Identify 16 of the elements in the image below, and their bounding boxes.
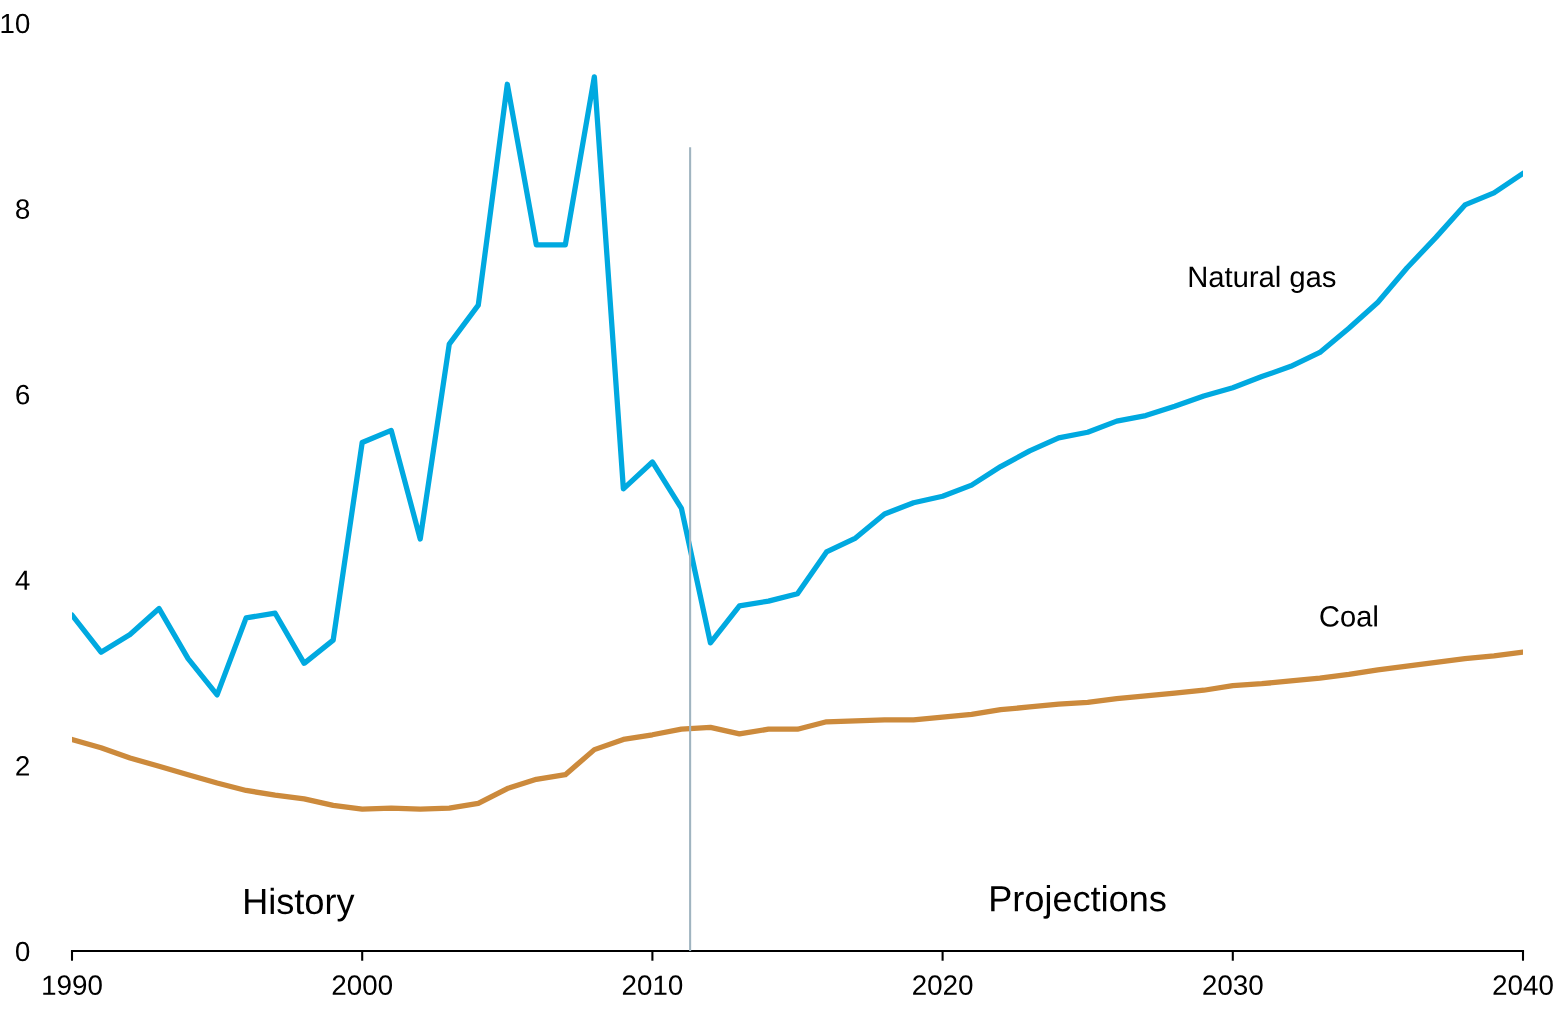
y-tick-label: 6 (16, 384, 30, 405)
annotation: Projections (991, 884, 1166, 919)
x-tick-label: 2020 (913, 975, 973, 996)
x-tick-label: 2040 (1493, 975, 1553, 996)
x-tick-label: 1990 (43, 975, 102, 996)
x-tick-label: 2030 (1203, 975, 1263, 996)
x-tick-label: 2000 (332, 975, 393, 996)
y-tick-label: 4 (15, 570, 30, 590)
y-tick-label: 0 (15, 941, 30, 962)
y-tick-label: 10 (1, 13, 30, 34)
series-label: Coal (1320, 605, 1377, 627)
x-tick-label: 2010 (622, 975, 683, 996)
series-label: Natural gas (1189, 265, 1336, 293)
annotation: History (245, 887, 355, 922)
y-tick-label: 8 (16, 199, 30, 219)
y-tick-label: 2 (16, 756, 29, 776)
